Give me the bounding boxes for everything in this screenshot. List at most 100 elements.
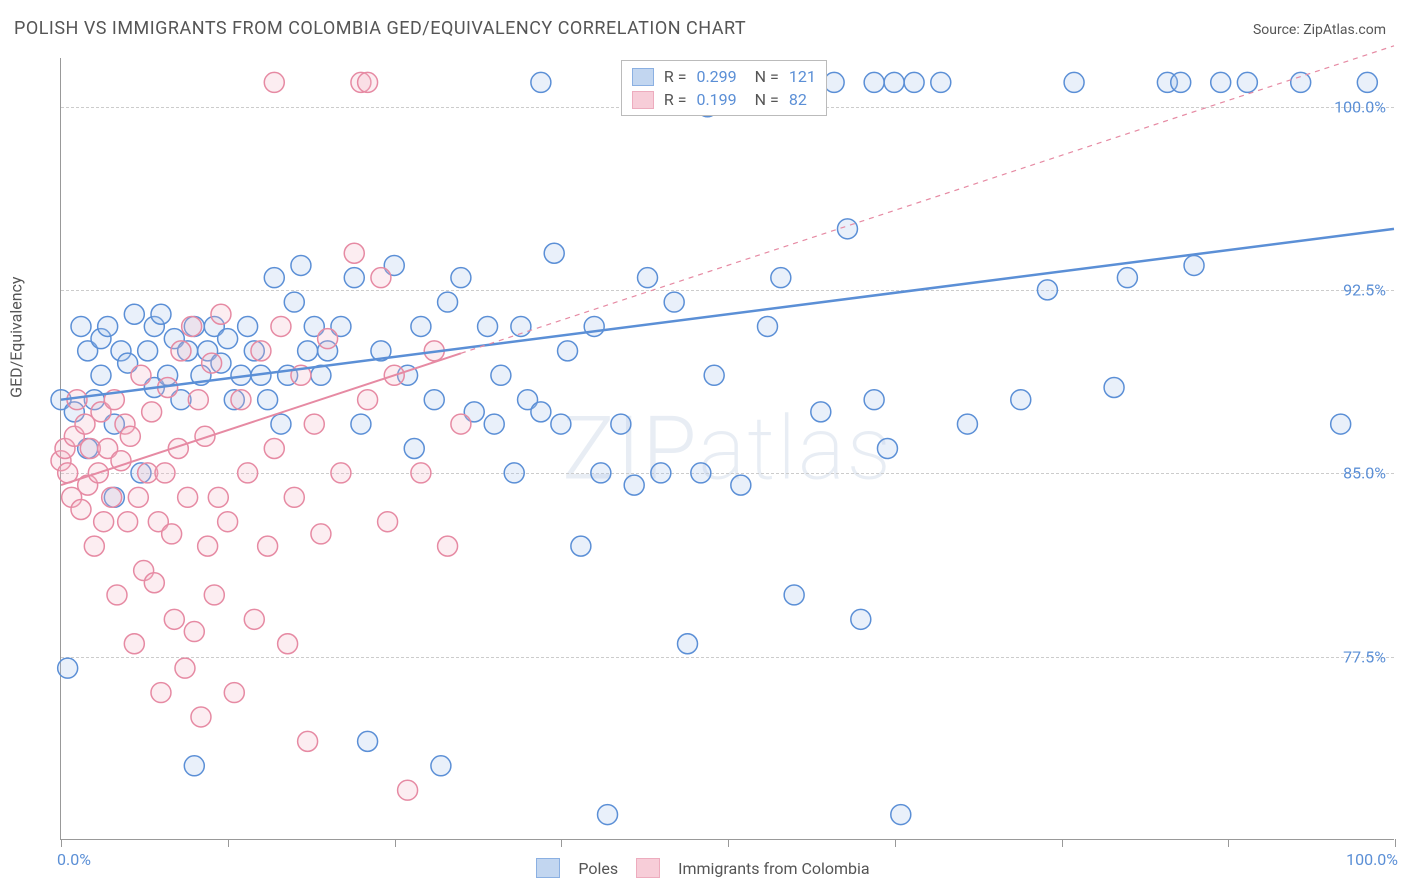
data-point	[198, 536, 218, 556]
stat-n-label: N =	[755, 90, 779, 109]
data-point	[344, 243, 364, 263]
data-point	[175, 658, 195, 678]
data-point	[404, 439, 424, 459]
data-point	[957, 414, 977, 434]
legend-label: Poles	[578, 859, 618, 878]
data-point	[298, 341, 318, 361]
stat-r-value: 0.299	[696, 67, 736, 86]
data-point	[164, 609, 184, 629]
data-point	[151, 683, 171, 703]
stat-r-value: 0.199	[696, 90, 736, 109]
x-tick	[228, 839, 229, 847]
data-point	[864, 390, 884, 410]
data-point	[398, 780, 418, 800]
data-point	[318, 329, 338, 349]
data-point	[484, 414, 504, 434]
data-point	[358, 72, 378, 92]
data-point	[238, 316, 258, 336]
data-point	[837, 219, 857, 239]
data-point	[638, 268, 658, 288]
data-point	[478, 316, 498, 336]
legend-swatch	[632, 91, 654, 109]
data-point	[202, 353, 222, 373]
data-point	[877, 439, 897, 459]
stat-r-label: R =	[664, 67, 687, 86]
data-point	[218, 512, 238, 532]
data-point	[184, 756, 204, 776]
data-point	[531, 72, 551, 92]
data-point	[551, 414, 571, 434]
data-point	[1184, 255, 1204, 275]
stats-row: R = 0.299 N = 121	[632, 65, 816, 88]
data-point	[1037, 280, 1057, 300]
data-point	[144, 573, 164, 593]
data-point	[258, 390, 278, 410]
stat-n-label: N =	[755, 67, 779, 86]
data-point	[358, 390, 378, 410]
data-point	[291, 255, 311, 275]
data-point	[1171, 72, 1191, 92]
data-point	[138, 341, 158, 361]
data-point	[271, 316, 291, 336]
data-point	[424, 390, 444, 410]
data-point	[784, 585, 804, 605]
data-point	[271, 414, 291, 434]
data-point	[344, 268, 364, 288]
data-point	[438, 536, 458, 556]
data-point	[331, 463, 351, 483]
data-point	[251, 341, 271, 361]
data-point	[204, 585, 224, 605]
data-point	[1331, 414, 1351, 434]
data-point	[244, 609, 264, 629]
data-point	[371, 268, 391, 288]
data-point	[224, 683, 244, 703]
data-point	[1357, 72, 1377, 92]
data-point	[311, 524, 331, 544]
data-point	[884, 72, 904, 92]
data-point	[284, 487, 304, 507]
scatter-svg	[61, 58, 1394, 839]
stat-n-value: 121	[789, 67, 816, 86]
data-point	[438, 292, 458, 312]
data-point	[58, 658, 78, 678]
data-point	[107, 585, 127, 605]
data-point	[1104, 377, 1124, 397]
data-point	[128, 487, 148, 507]
data-point	[98, 316, 118, 336]
data-point	[124, 304, 144, 324]
data-point	[1291, 72, 1311, 92]
x-tick	[1395, 839, 1396, 847]
x-tick	[561, 839, 562, 847]
data-point	[531, 402, 551, 422]
plot-area: ZIPatlas 77.5%85.0%92.5%100.0% R =0.299N…	[60, 58, 1394, 840]
data-point	[904, 72, 924, 92]
data-point	[864, 72, 884, 92]
data-point	[591, 463, 611, 483]
data-point	[238, 463, 258, 483]
data-point	[824, 72, 844, 92]
data-point	[851, 609, 871, 629]
stat-r-label: R =	[664, 90, 687, 109]
data-point	[188, 390, 208, 410]
data-point	[191, 707, 211, 727]
x-tick	[1228, 839, 1229, 847]
data-point	[304, 414, 324, 434]
data-point	[691, 463, 711, 483]
data-point	[278, 634, 298, 654]
data-point	[378, 512, 398, 532]
data-point	[71, 316, 91, 336]
data-point	[258, 536, 278, 556]
data-point	[120, 426, 140, 446]
data-point	[218, 329, 238, 349]
data-point	[891, 805, 911, 825]
data-point	[451, 414, 471, 434]
x-tick	[61, 839, 62, 847]
trend-line	[61, 229, 1394, 400]
data-point	[151, 304, 171, 324]
stats-row: R =0.199N =82	[632, 88, 816, 111]
legend-swatch	[632, 68, 654, 86]
x-tick	[895, 839, 896, 847]
data-point	[598, 805, 618, 825]
data-point	[118, 512, 138, 532]
chart-container: GED/Equivalency ZIPatlas 77.5%85.0%92.5%…	[60, 58, 1394, 840]
